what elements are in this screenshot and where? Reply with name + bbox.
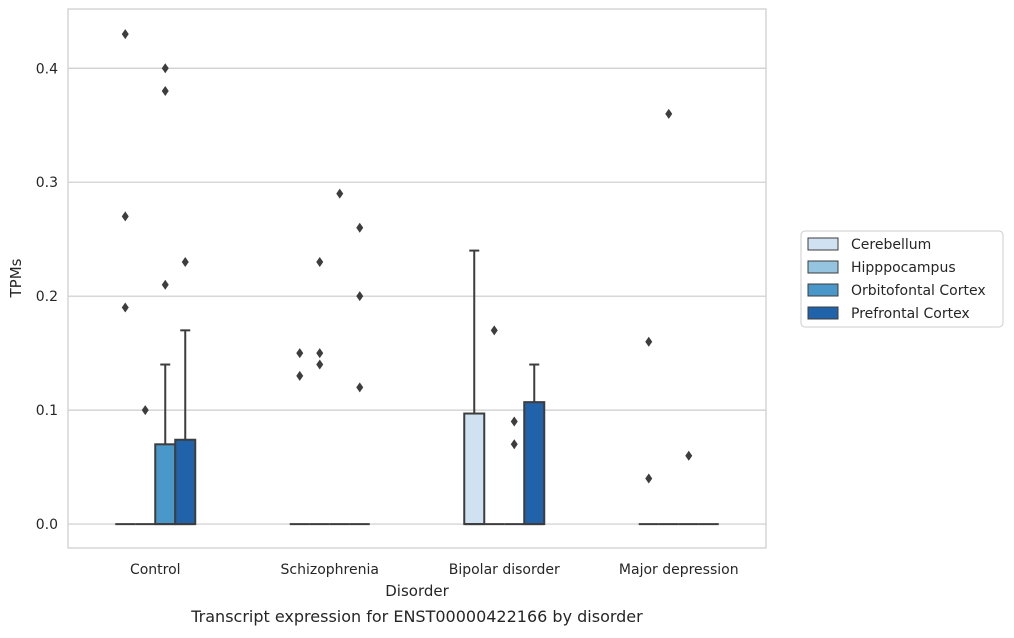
outlier-point	[296, 370, 304, 381]
legend-label: Orbitofontal Cortex	[851, 283, 986, 299]
legend-label: Cerebellum	[851, 237, 931, 253]
box-groups	[115, 249, 719, 526]
box-body	[154, 443, 177, 526]
plot-frame	[67, 8, 767, 549]
y-axis-ticks: 0.0 0.1 0.2 0.3 0.4	[36, 61, 58, 533]
box-body	[523, 401, 546, 526]
outlier-point	[316, 256, 324, 267]
outlier-point	[161, 63, 169, 74]
y-axis-label: TPMs	[7, 258, 25, 298]
box	[463, 249, 486, 526]
outlier-point	[645, 336, 653, 347]
outlier-point	[510, 416, 518, 427]
y-tick-label: 0.2	[36, 289, 58, 305]
outlier-point	[510, 439, 518, 450]
outlier-point	[336, 188, 344, 199]
legend-swatch	[807, 237, 839, 251]
outlier-point	[121, 29, 129, 40]
x-tick-label: Bipolar disorder	[449, 562, 560, 578]
outlier-point	[296, 348, 304, 359]
outlier-point	[161, 86, 169, 97]
outlier-point	[316, 359, 324, 370]
legend-label: Prefrontal Cortex	[851, 306, 970, 322]
box	[174, 329, 197, 526]
y-tick-label: 0.4	[36, 61, 58, 77]
outlier-point	[316, 348, 324, 359]
outlier-point	[356, 382, 364, 393]
x-tick-label: Major depression	[619, 562, 739, 578]
y-tick-label: 0.3	[36, 175, 58, 191]
outlier-point	[356, 222, 364, 233]
box-body	[174, 438, 197, 526]
outlier-point	[121, 302, 129, 313]
legend-swatch	[807, 260, 839, 274]
x-axis-label: Disorder	[385, 582, 449, 600]
outlier-point	[181, 256, 189, 267]
box	[523, 363, 546, 526]
box	[154, 363, 177, 526]
outlier-points	[121, 29, 693, 484]
y-tick-label: 0.1	[36, 403, 58, 419]
outlier-point	[161, 279, 169, 290]
y-tick-label: 0.0	[36, 517, 58, 533]
outlier-point	[645, 473, 653, 484]
box-body	[463, 412, 486, 526]
x-tick-label: Control	[130, 562, 181, 578]
outlier-point	[121, 211, 129, 222]
outlier-point	[685, 450, 693, 461]
legend-swatch	[807, 306, 839, 320]
legend-label: Hipppocampus	[851, 260, 956, 276]
x-axis-ticks: Control Schizophrenia Bipolar disorder Majo…	[130, 562, 739, 578]
figure-caption: Transcript expression for ENST0000042216…	[190, 607, 643, 626]
legend-frame	[800, 230, 1004, 328]
outlier-point	[141, 405, 149, 416]
outlier-point	[665, 108, 673, 119]
legend-swatch	[807, 283, 839, 297]
outlier-point	[490, 325, 498, 336]
x-tick-label: Schizophrenia	[281, 562, 379, 578]
outlier-point	[356, 291, 364, 302]
legend: Cerebellum Hipppocampus Orbitofontal Corte…	[800, 230, 1004, 328]
